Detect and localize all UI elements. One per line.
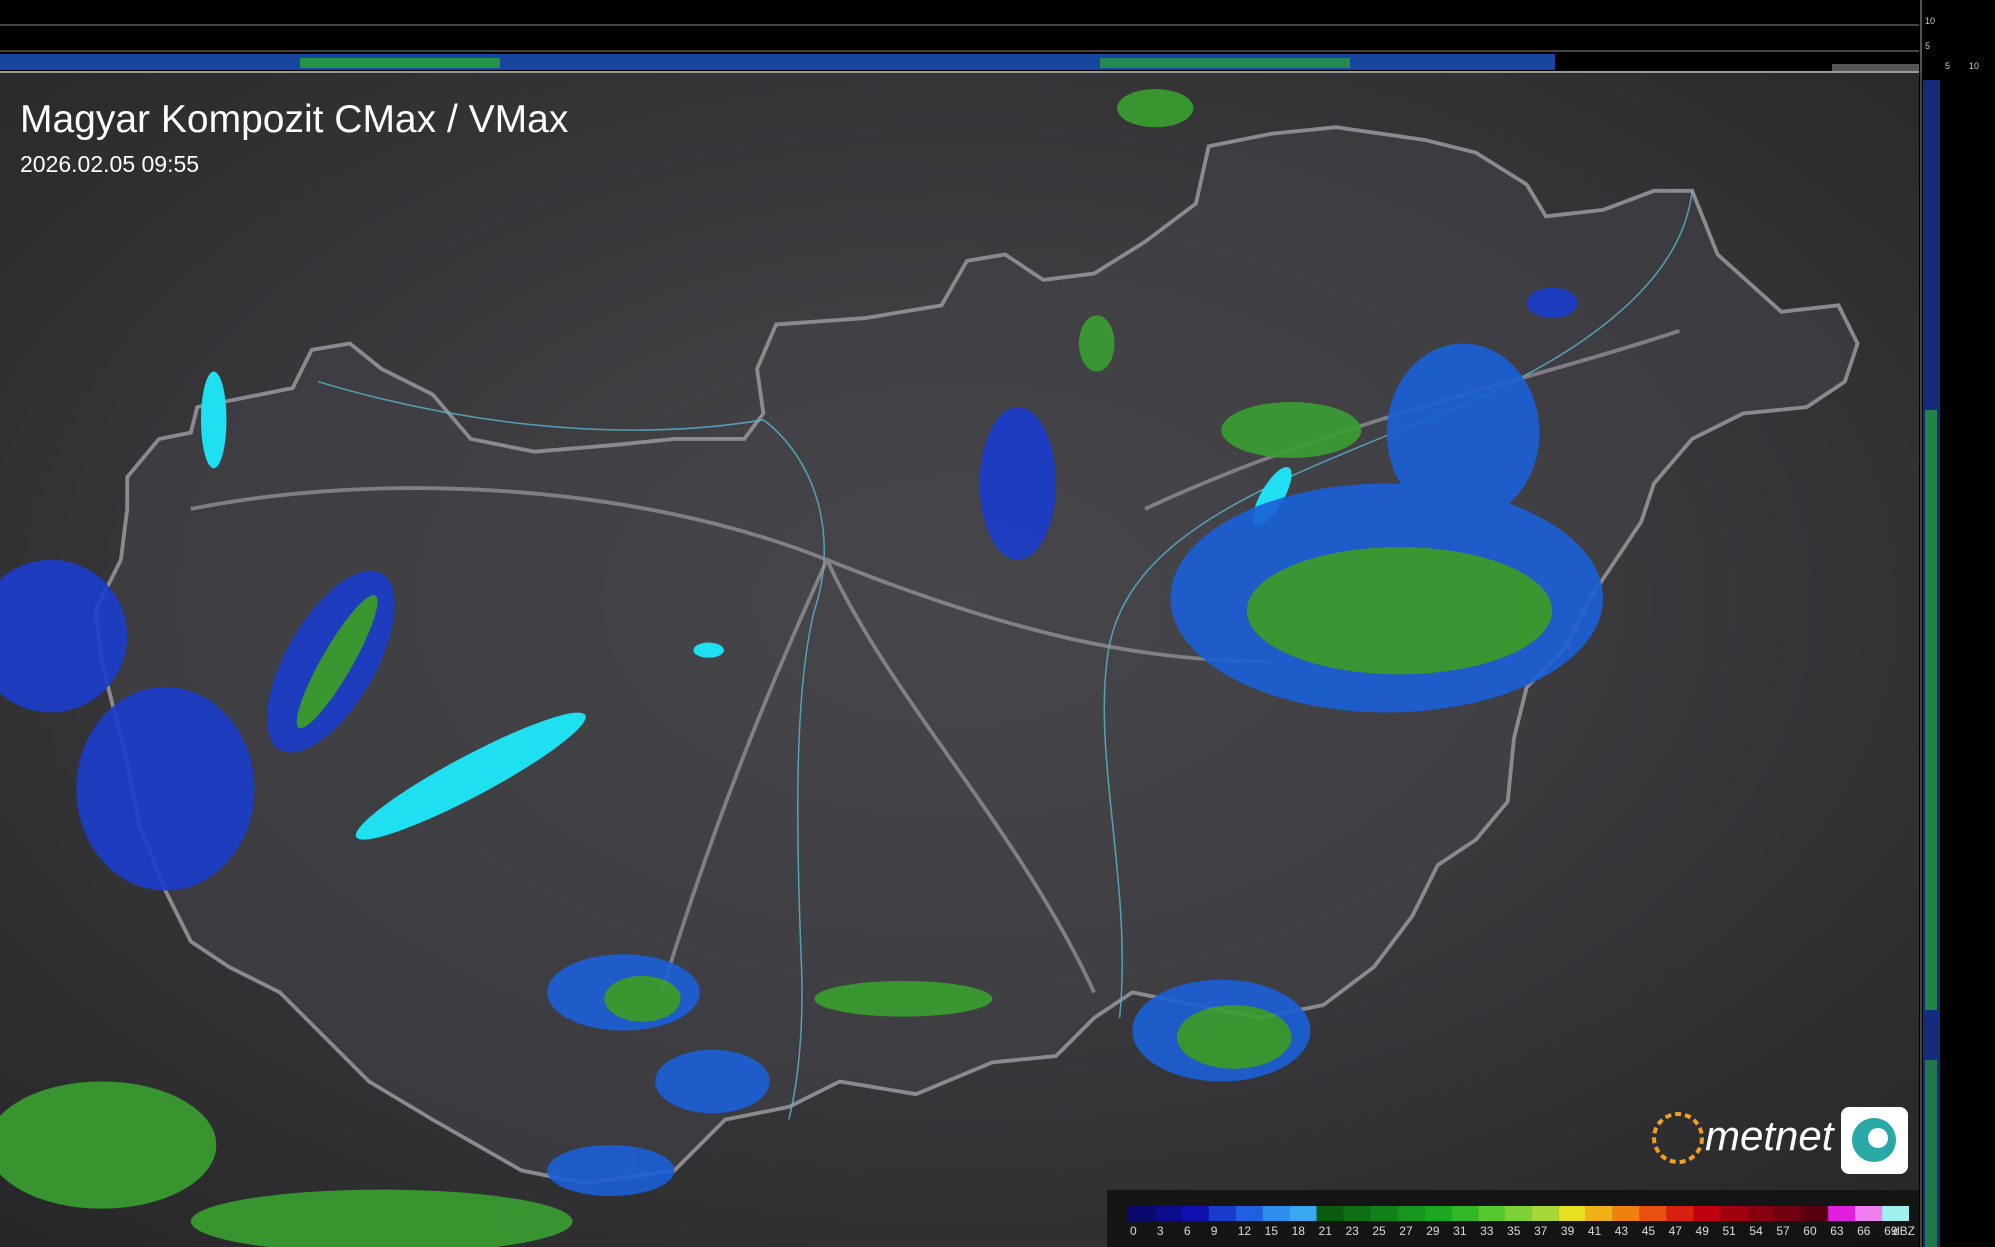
title: Magyar Kompozit CMax / VMax <box>20 98 569 141</box>
legend-swatch <box>1855 1206 1883 1221</box>
legend-swatch <box>1128 1206 1155 1221</box>
logo: metnet <box>1652 1107 1908 1174</box>
timestamp: 2026.02.05 09:55 <box>20 151 199 177</box>
legend-label: 41 <box>1588 1224 1602 1238</box>
legend-label: 37 <box>1534 1224 1548 1238</box>
legend-swatch <box>1478 1206 1506 1221</box>
legend-label: 49 <box>1696 1224 1710 1238</box>
lakes <box>201 371 1292 840</box>
legend-swatch <box>1531 1206 1559 1221</box>
scale-label: 5 <box>1925 41 1930 51</box>
legend-swatch <box>1235 1206 1263 1221</box>
legend-swatch <box>1154 1206 1182 1221</box>
legend-label: 3 <box>1157 1224 1164 1238</box>
radar-echoes <box>0 89 1604 1247</box>
legend-label: 66 <box>1857 1224 1871 1238</box>
scale-label: 10 <box>1925 16 1935 26</box>
legend-swatch <box>1289 1206 1317 1221</box>
legend-swatch <box>1666 1206 1694 1221</box>
legend-swatch <box>1208 1206 1236 1221</box>
legend-swatch <box>1639 1206 1667 1221</box>
legend-swatch <box>1316 1206 1344 1221</box>
legend-unit: dBZ <box>1893 1224 1915 1238</box>
legend-label: 29 <box>1426 1224 1440 1238</box>
legend-swatch <box>1505 1206 1532 1221</box>
legend-label: 51 <box>1722 1224 1736 1238</box>
right-profile <box>1920 73 1940 1247</box>
legend-label: 45 <box>1642 1224 1656 1238</box>
legend-swatch <box>1424 1206 1452 1221</box>
legend-label: 25 <box>1372 1224 1386 1238</box>
top-profile <box>0 0 1922 73</box>
legend-swatch <box>1882 1206 1909 1221</box>
legend-label: 57 <box>1776 1224 1790 1238</box>
legend: 0 3 6 9 12 15 18 21 23 25 27 29 31 33 35 37 39 41 43 45 47 49… <box>1128 1206 1915 1238</box>
legend-label: 21 <box>1319 1224 1333 1238</box>
legend-swatch <box>1828 1206 1856 1221</box>
scale-label: 5 <box>1945 61 1950 71</box>
scale-label: 10 <box>1969 61 1979 71</box>
rivers <box>317 190 1693 1120</box>
legend-label: 31 <box>1453 1224 1467 1238</box>
legend-label: 47 <box>1669 1224 1683 1238</box>
legend-swatch <box>1558 1206 1586 1221</box>
legend-label: 69 <box>1884 1224 1898 1238</box>
legend-swatch <box>1801 1206 1829 1221</box>
legend-swatch <box>1585 1206 1613 1221</box>
profile-scales: 10 5 5 10 <box>1925 16 1979 71</box>
legend-label: 12 <box>1238 1224 1252 1238</box>
legend-swatch <box>1693 1206 1721 1221</box>
legend-swatch <box>1343 1206 1371 1221</box>
legend-label: 23 <box>1345 1224 1359 1238</box>
legend-swatch <box>1181 1206 1209 1221</box>
legend-label: 39 <box>1561 1224 1575 1238</box>
legend-label: 27 <box>1399 1224 1413 1238</box>
legend-label: 63 <box>1830 1224 1844 1238</box>
legend-label: 33 <box>1480 1224 1494 1238</box>
legend-label: 43 <box>1615 1224 1629 1238</box>
legend-swatch <box>1774 1206 1802 1221</box>
legend-label: 60 <box>1803 1224 1817 1238</box>
legend-label: 6 <box>1184 1224 1191 1238</box>
legend-swatch <box>1612 1206 1640 1221</box>
legend-label: 15 <box>1265 1224 1279 1238</box>
legend-label: 54 <box>1749 1224 1763 1238</box>
legend-swatch <box>1720 1206 1748 1221</box>
map-layer <box>0 89 1860 1247</box>
legend-swatch <box>1370 1206 1398 1221</box>
legend-swatch <box>1451 1206 1479 1221</box>
legend-label: 9 <box>1211 1224 1218 1238</box>
legend-swatch <box>1747 1206 1775 1221</box>
legend-swatch <box>1262 1206 1290 1221</box>
legend-label: 18 <box>1292 1224 1306 1238</box>
legend-label: 35 <box>1507 1224 1521 1238</box>
logo-text: metnet <box>1705 1112 1836 1159</box>
legend-label: 0 <box>1130 1224 1137 1238</box>
legend-swatch <box>1397 1206 1425 1221</box>
